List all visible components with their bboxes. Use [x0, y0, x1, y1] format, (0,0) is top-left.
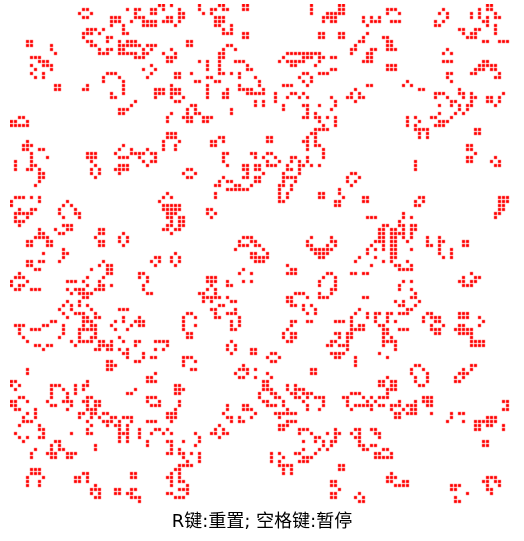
- game-of-life-board[interactable]: [10, 4, 510, 504]
- controls-hint: R键:重置; 空格键:暂停: [171, 511, 353, 532]
